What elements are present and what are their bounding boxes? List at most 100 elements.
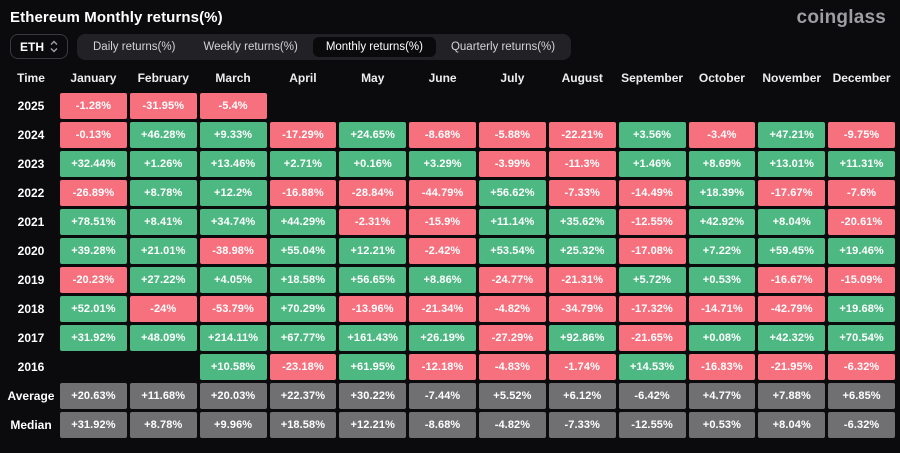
return-cell: +8.69% — [688, 151, 756, 177]
return-cell: -13.96% — [339, 296, 407, 322]
return-cell-empty — [270, 93, 337, 119]
column-header-april: April — [289, 71, 317, 85]
column-header-december: December — [832, 71, 891, 85]
return-cell: +19.46% — [828, 238, 895, 264]
return-cell: -6.32% — [828, 354, 895, 380]
return-cell: -14.71% — [688, 296, 756, 322]
return-cell-empty — [339, 93, 406, 119]
return-cell: +13.46% — [199, 151, 267, 177]
return-cell: +78.51% — [60, 209, 127, 235]
return-cell: +48.09% — [129, 325, 197, 351]
row-label-2022: 2022 — [17, 186, 45, 200]
return-cell: +32.44% — [60, 151, 127, 177]
return-cell: -34.79% — [548, 296, 616, 322]
return-cell: +42.92% — [688, 209, 756, 235]
return-cell: -2.42% — [409, 238, 476, 264]
return-cell: +42.32% — [758, 325, 826, 351]
return-cell: -3.99% — [479, 151, 546, 177]
return-cell: -8.68% — [409, 122, 476, 148]
return-cell-empty — [828, 93, 895, 119]
tab-quarterly-returns[interactable]: Quarterly returns(%) — [450, 40, 556, 53]
return-cell: +31.92% — [60, 412, 127, 438]
return-cell: +53.54% — [479, 238, 546, 264]
column-header-october: October — [698, 71, 745, 85]
return-cell: +161.43% — [339, 325, 407, 351]
return-cell: +25.32% — [548, 238, 616, 264]
row-label-median: Median — [10, 418, 52, 432]
return-cell: -0.13% — [60, 122, 127, 148]
symbol-select[interactable]: ETH — [10, 34, 68, 59]
return-cell: +0.16% — [339, 151, 407, 177]
row-label-2024: 2024 — [17, 128, 45, 142]
page-title: Ethereum Monthly returns(%) — [10, 9, 223, 26]
return-cell: +4.05% — [199, 267, 267, 293]
return-cell: -6.32% — [828, 412, 895, 438]
return-cell-empty — [758, 93, 825, 119]
return-cell: +11.68% — [129, 383, 197, 409]
column-header-november: November — [762, 71, 822, 85]
tab-monthly-returns[interactable]: Monthly returns(%) — [312, 36, 436, 57]
return-cell: +8.78% — [129, 412, 197, 438]
return-cell: +8.86% — [409, 267, 476, 293]
return-cell: +34.74% — [199, 209, 267, 235]
return-cell: +7.22% — [688, 238, 756, 264]
return-cell: +18.58% — [269, 412, 337, 438]
return-cell: +18.39% — [688, 180, 756, 206]
return-cell: -21.65% — [618, 325, 686, 351]
return-cell: +21.01% — [129, 238, 197, 264]
return-cell: +92.86% — [548, 325, 616, 351]
column-header-march: March — [215, 71, 251, 85]
return-cell: -5.88% — [479, 122, 546, 148]
return-cell: +11.14% — [479, 209, 546, 235]
return-cell: -31.95% — [129, 93, 197, 119]
return-cell: -7.6% — [828, 180, 895, 206]
return-cell: -20.23% — [60, 267, 127, 293]
return-cell: +4.77% — [688, 383, 756, 409]
tab-daily-returns[interactable]: Daily returns(%) — [93, 40, 176, 53]
return-cell: -17.29% — [269, 122, 337, 148]
return-cell: +52.01% — [60, 296, 127, 322]
row-label-average: Average — [7, 389, 55, 403]
return-cell: +9.33% — [199, 122, 267, 148]
return-cell: -27.29% — [479, 325, 546, 351]
return-cell: -8.68% — [409, 412, 476, 438]
row-label-2019: 2019 — [17, 273, 45, 287]
return-cell: -16.67% — [758, 267, 826, 293]
return-cell: +59.45% — [758, 238, 826, 264]
return-cell: +26.19% — [409, 325, 476, 351]
return-cell: -15.09% — [828, 267, 895, 293]
return-cell: +12.21% — [339, 238, 407, 264]
return-cell: +67.77% — [269, 325, 337, 351]
return-cell: -20.61% — [828, 209, 895, 235]
return-cell: -22.21% — [548, 122, 616, 148]
return-cell: +24.65% — [339, 122, 407, 148]
sort-arrows-icon — [50, 40, 58, 53]
row-label-2025: 2025 — [17, 99, 45, 113]
return-cell: -23.18% — [269, 354, 337, 380]
return-cell-empty — [60, 354, 127, 380]
return-cell: -15.9% — [409, 209, 476, 235]
return-cell: -7.33% — [548, 412, 616, 438]
return-cell: +7.88% — [758, 383, 826, 409]
row-label-2017: 2017 — [17, 331, 45, 345]
return-cell: +6.85% — [828, 383, 895, 409]
return-cell: -6.42% — [618, 383, 686, 409]
column-header-january: January — [70, 71, 117, 85]
return-cell: +214.11% — [199, 325, 267, 351]
return-cell: +5.72% — [618, 267, 686, 293]
return-cell: +6.12% — [548, 383, 616, 409]
return-cell: -4.82% — [479, 412, 546, 438]
return-cell: +11.31% — [828, 151, 895, 177]
return-cell: -42.79% — [758, 296, 826, 322]
column-header-september: September — [621, 71, 684, 85]
return-cell: +61.95% — [339, 354, 407, 380]
return-cell: -4.82% — [479, 296, 546, 322]
return-cell: -24% — [129, 296, 197, 322]
return-cell: +8.78% — [129, 180, 197, 206]
column-header-july: July — [500, 71, 525, 85]
return-cell: -16.83% — [688, 354, 756, 380]
tab-weekly-returns[interactable]: Weekly returns(%) — [203, 40, 298, 53]
return-cell: +0.53% — [688, 267, 756, 293]
return-cell: +1.46% — [618, 151, 686, 177]
return-cell: +31.92% — [60, 325, 127, 351]
